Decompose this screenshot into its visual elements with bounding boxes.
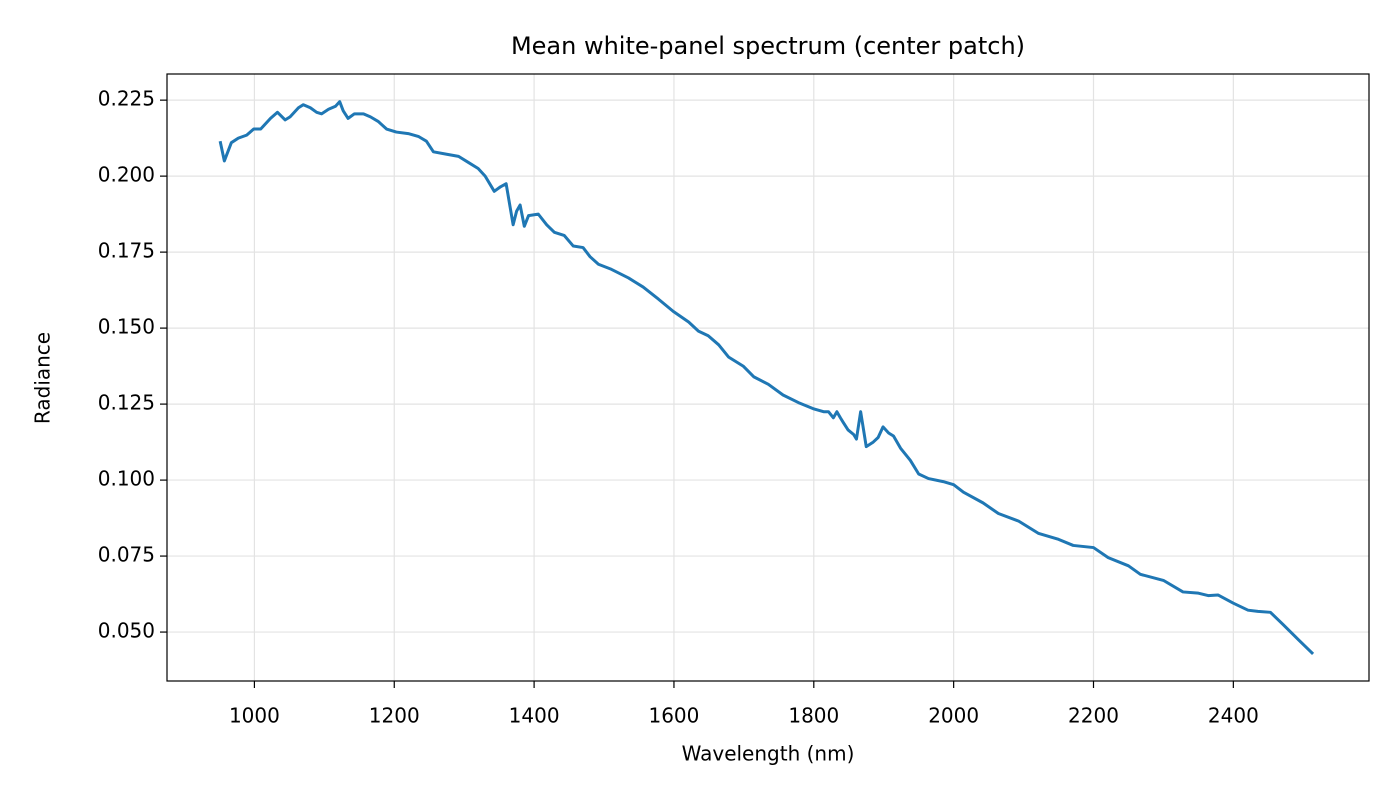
data-line: [218, 100, 1315, 656]
x-tick-label: 1800: [788, 704, 839, 728]
y-tick-label: 0.100: [98, 467, 155, 491]
x-tick-label: 2000: [928, 704, 979, 728]
chart-title: Mean white-panel spectrum (center patch): [511, 32, 1025, 60]
x-tick-label: 2400: [1208, 704, 1259, 728]
y-tick-label: 0.125: [98, 391, 155, 415]
y-tick-label: 0.175: [98, 239, 155, 263]
y-axis-label: Radiance: [31, 332, 55, 424]
grid: [167, 74, 1369, 681]
x-tick-label: 1400: [509, 704, 560, 728]
x-tick-label: 2200: [1068, 704, 1119, 728]
x-axis-label: Wavelength (nm): [682, 742, 855, 766]
y-tick-label: 0.075: [98, 543, 155, 567]
x-tick-label: 1200: [369, 704, 420, 728]
x-tick-label: 1600: [648, 704, 699, 728]
plot-frame: [166, 73, 1370, 682]
y-tick-label: 0.225: [98, 87, 155, 111]
y-tick-label: 0.200: [98, 163, 155, 187]
x-tick-label: 1000: [229, 704, 280, 728]
plot-area: [218, 100, 1315, 656]
y-tick-label: 0.050: [98, 619, 155, 643]
y-tick-label: 0.150: [98, 315, 155, 339]
